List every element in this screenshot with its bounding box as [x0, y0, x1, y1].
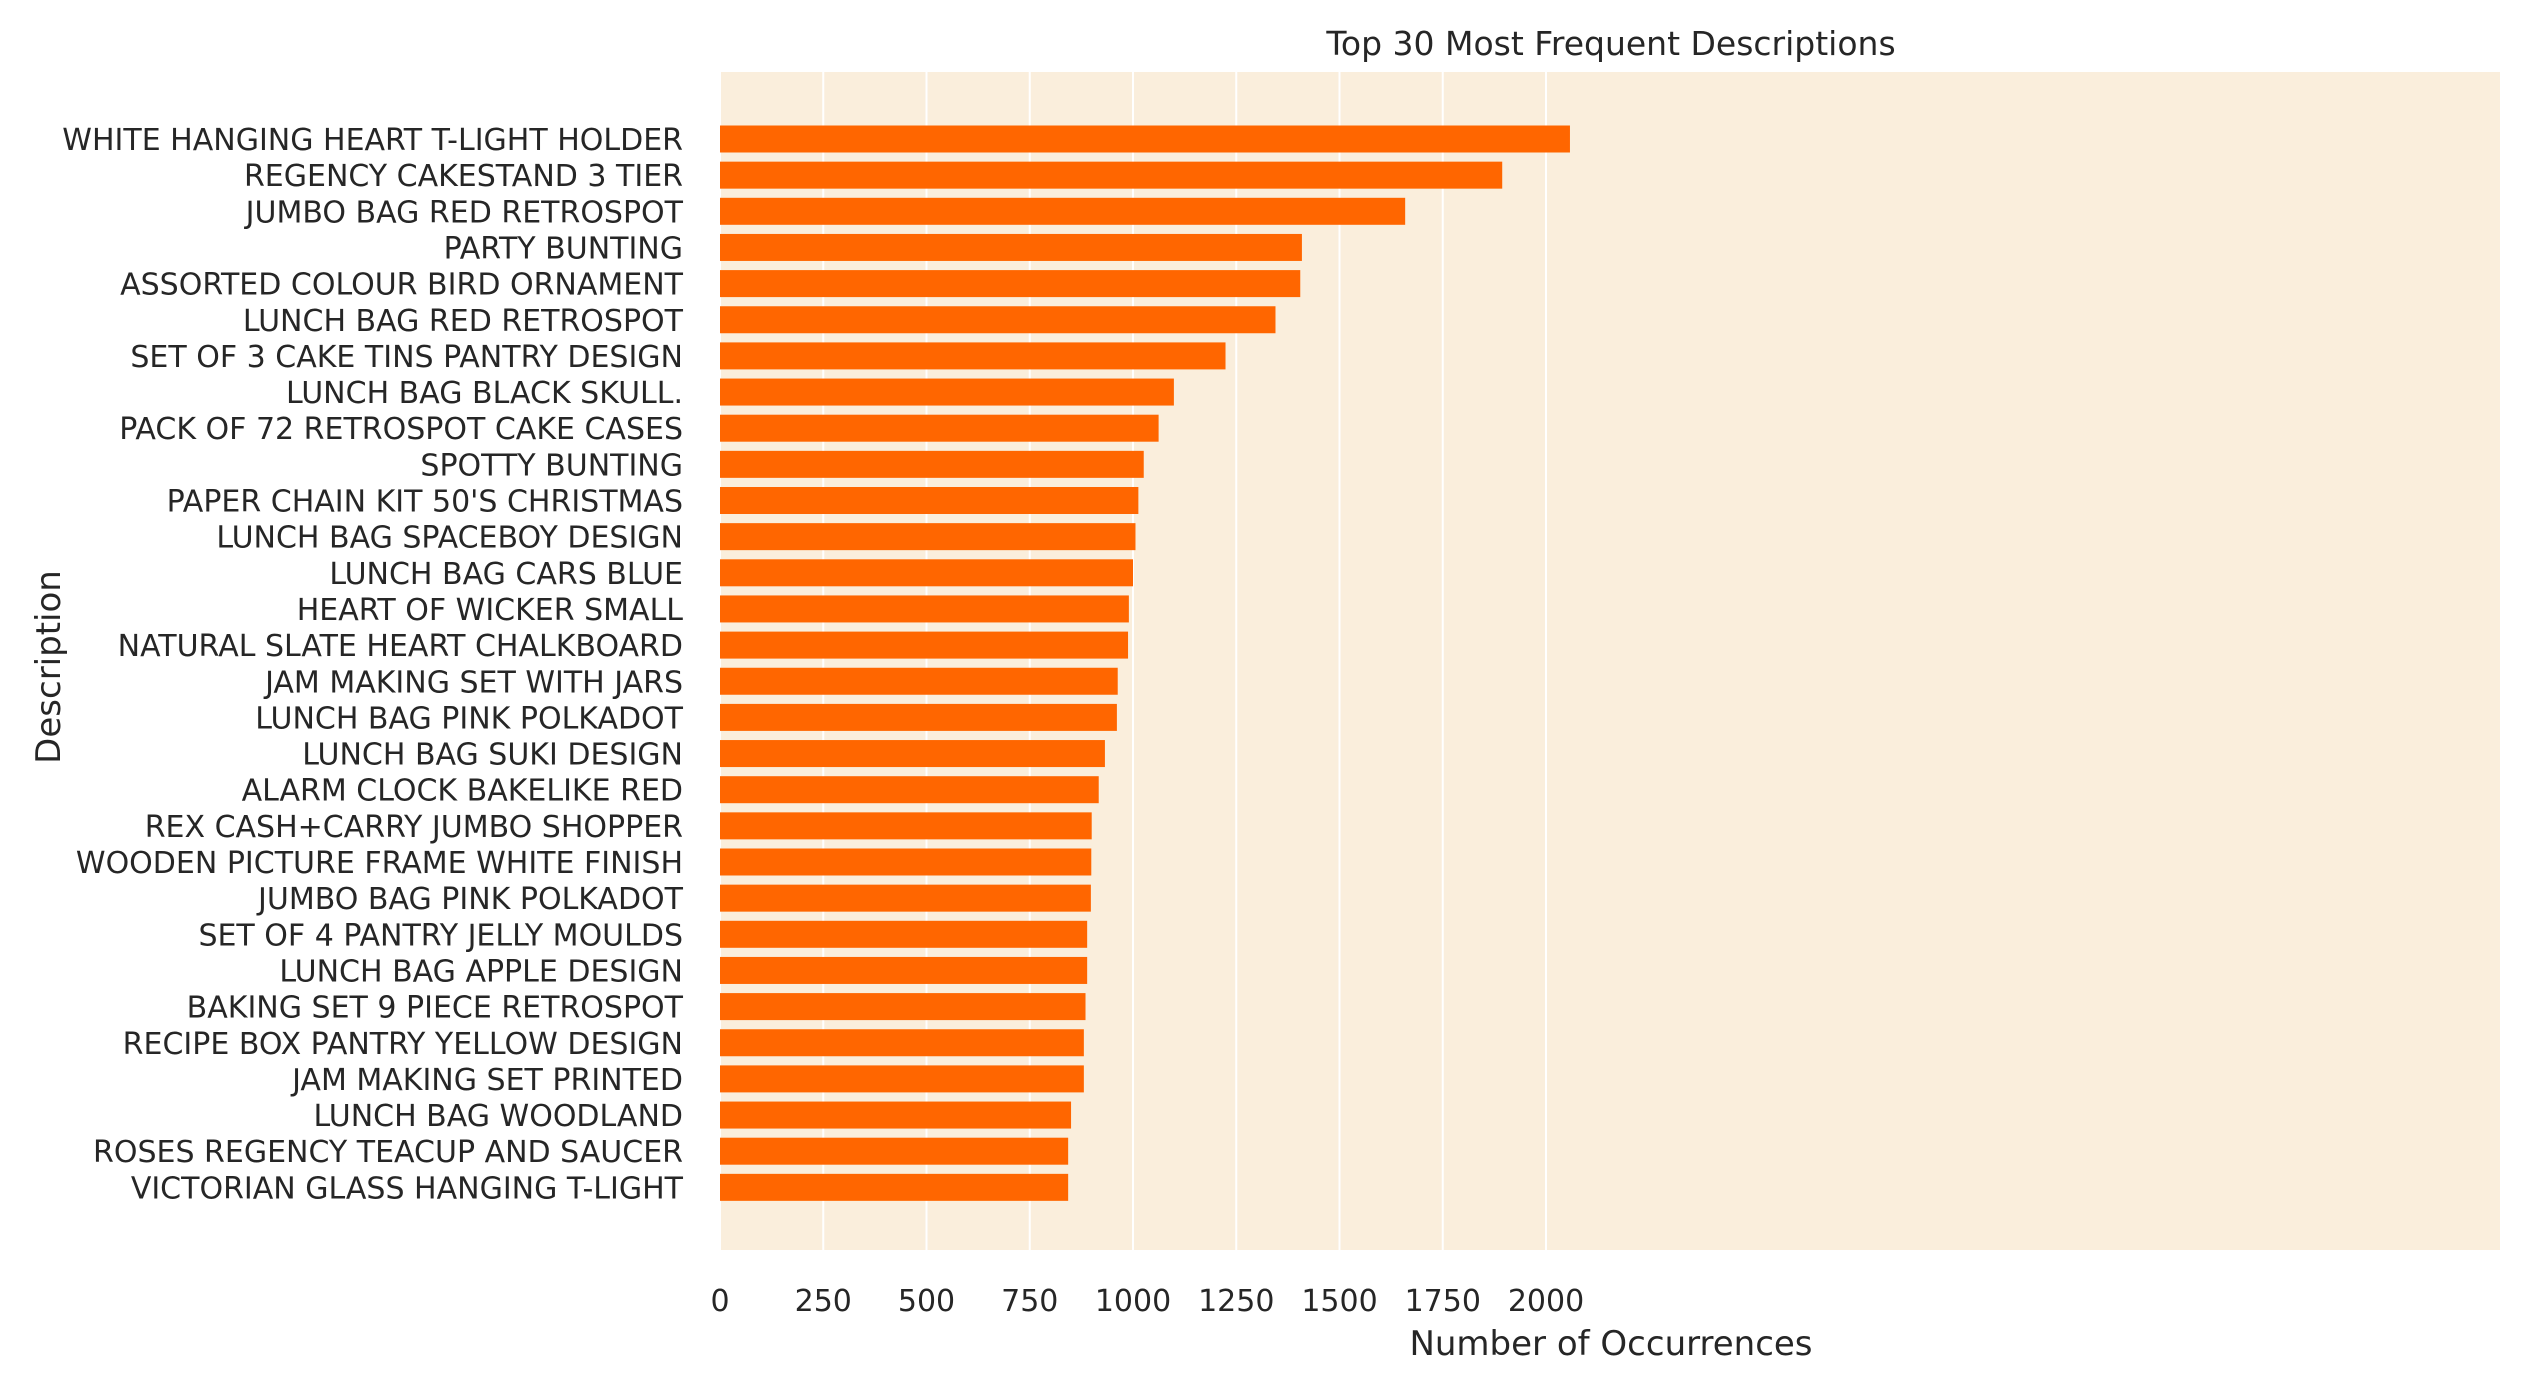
x-axis-label: Number of Occurrences	[1409, 1324, 1812, 1364]
bar	[720, 667, 1118, 695]
y-tick-label: LUNCH BAG RED RETROSPOT	[243, 304, 684, 339]
bar	[720, 487, 1139, 514]
bar	[720, 920, 1088, 948]
bar	[720, 1029, 1084, 1057]
gridlines	[719, 72, 1547, 1250]
y-tick-label: LUNCH BAG BLACK SKULL.	[286, 376, 683, 411]
x-tick-label: 1500	[1301, 1284, 1377, 1319]
bar	[720, 125, 1570, 153]
y-tick-label: ROSES REGENCY TEACUP AND SAUCER	[93, 1135, 683, 1170]
bar	[720, 306, 1276, 334]
y-tick-label: HEART OF WICKER SMALL	[297, 593, 684, 628]
bar	[720, 197, 1406, 225]
y-tick-label: LUNCH BAG PINK POLKADOT	[255, 701, 683, 736]
y-tick-label: ALARM CLOCK BAKELIKE RED	[242, 774, 683, 809]
bar	[720, 270, 1301, 298]
y-tick-label: LUNCH BAG CARS BLUE	[329, 557, 683, 592]
bars	[720, 125, 1570, 1201]
y-tick-label: SET OF 3 CAKE TINS PANTRY DESIGN	[130, 340, 683, 375]
y-tick-label: PACK OF 72 RETROSPOT CAKE CASES	[119, 412, 683, 447]
y-tick-label: JAM MAKING SET PRINTED	[290, 1063, 683, 1098]
x-tick-label: 2000	[1508, 1284, 1584, 1319]
bar	[720, 595, 1129, 623]
y-tick-label: VICTORIAN GLASS HANGING T-LIGHT	[131, 1171, 684, 1206]
bar	[720, 848, 1092, 876]
bar	[720, 161, 1503, 189]
chart-title: Top 30 Most Frequent Descriptions	[1325, 24, 1895, 63]
bar	[720, 740, 1105, 768]
y-tick-labels: WHITE HANGING HEART T-LIGHT HOLDERREGENC…	[62, 123, 683, 1206]
bar	[720, 993, 1086, 1021]
bar	[720, 776, 1099, 804]
x-tick-label: 1250	[1198, 1284, 1274, 1319]
y-tick-label: BAKING SET 9 PIECE RETROSPOT	[187, 991, 684, 1026]
y-tick-label: PARTY BUNTING	[444, 231, 683, 266]
bar	[720, 559, 1133, 587]
bar	[720, 414, 1159, 442]
y-tick-label: LUNCH BAG APPLE DESIGN	[279, 954, 683, 989]
bar	[720, 1065, 1084, 1093]
y-tick-label: REX CASH+CARRY JUMBO SHOPPER	[145, 810, 683, 845]
y-tick-label: SET OF 4 PANTRY JELLY MOULDS	[198, 918, 683, 953]
y-tick-label: WHITE HANGING HEART T-LIGHT HOLDER	[62, 123, 683, 158]
y-tick-label: JAM MAKING SET WITH JARS	[263, 665, 683, 700]
y-tick-label: JUMBO BAG RED RETROSPOT	[244, 195, 684, 230]
y-tick-label: SPOTTY BUNTING	[420, 448, 683, 483]
bar	[720, 1173, 1069, 1201]
y-tick-label: LUNCH BAG WOODLAND	[314, 1099, 683, 1134]
y-tick-label: REGENCY CAKESTAND 3 TIER	[244, 159, 683, 194]
bar	[720, 378, 1174, 406]
bar	[720, 233, 1302, 261]
x-tick-label: 1000	[1095, 1284, 1171, 1319]
x-tick-labels: 0 250 500 750 1000 1250 1500 1750 2000	[710, 1284, 1584, 1319]
x-tick-label: 250	[795, 1284, 852, 1319]
bar	[720, 1101, 1072, 1129]
x-tick-label: 500	[898, 1284, 955, 1319]
y-tick-label: PAPER CHAIN KIT 50'S CHRISTMAS	[167, 485, 683, 520]
y-tick-label: ASSORTED COLOUR BIRD ORNAMENT	[120, 268, 684, 303]
bar	[720, 450, 1144, 478]
y-tick-label: LUNCH BAG SPACEBOY DESIGN	[216, 521, 683, 556]
y-tick-label: NATURAL SLATE HEART CHALKBOARD	[118, 629, 683, 664]
bar	[720, 703, 1117, 731]
bar	[720, 812, 1092, 840]
bar	[720, 342, 1226, 370]
y-axis-label: Description	[29, 570, 69, 764]
bar	[720, 631, 1129, 659]
bar	[720, 956, 1088, 984]
x-tick-label: 0	[710, 1284, 729, 1319]
y-tick-label: RECIPE BOX PANTRY YELLOW DESIGN	[123, 1027, 683, 1062]
bar	[720, 1137, 1069, 1165]
x-tick-label: 750	[1001, 1284, 1058, 1319]
x-tick-label: 1750	[1405, 1284, 1481, 1319]
bar	[720, 884, 1091, 912]
y-tick-label: LUNCH BAG SUKI DESIGN	[302, 738, 683, 773]
y-tick-label: WOODEN PICTURE FRAME WHITE FINISH	[76, 846, 683, 881]
bar	[720, 523, 1136, 551]
y-tick-label: JUMBO BAG PINK POLKADOT	[256, 882, 684, 917]
